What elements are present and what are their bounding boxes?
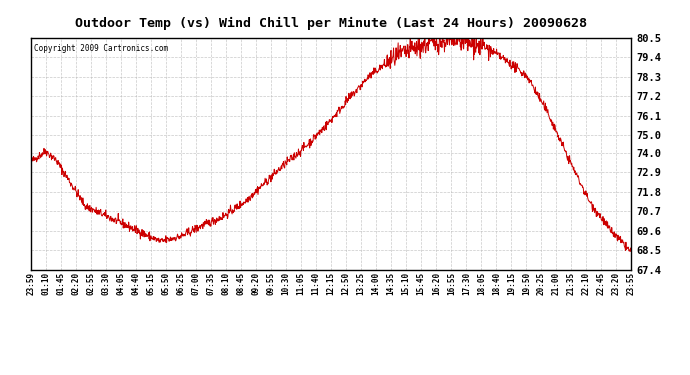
- Text: Outdoor Temp (vs) Wind Chill per Minute (Last 24 Hours) 20090628: Outdoor Temp (vs) Wind Chill per Minute …: [75, 17, 587, 30]
- Text: Copyright 2009 Cartronics.com: Copyright 2009 Cartronics.com: [34, 45, 168, 54]
